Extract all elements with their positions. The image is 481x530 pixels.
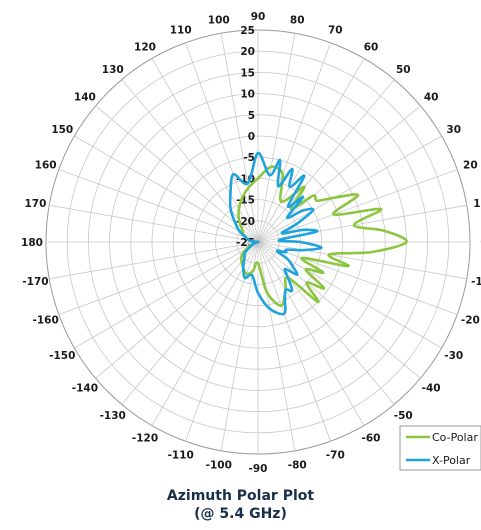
grid-spoke: [220, 33, 259, 243]
grid-spoke: [257, 241, 365, 426]
angle-tick-label: -30: [444, 350, 463, 362]
angle-tick-label: -10: [471, 276, 481, 288]
angle-tick-label: 90: [251, 11, 266, 23]
angle-tick-label: 10: [473, 198, 481, 210]
series-line-x-polar: [228, 151, 323, 316]
angle-tick-label: -140: [72, 382, 98, 394]
angle-tick-label: 110: [170, 25, 192, 37]
angle-tick-label: 140: [74, 92, 96, 104]
grid-spoke: [257, 58, 365, 243]
grid-spoke: [257, 79, 395, 243]
angle-tick-label: -160: [32, 314, 58, 326]
grid-spoke: [121, 241, 259, 405]
grid-spoke: [151, 58, 259, 243]
grid-spoke: [58, 169, 259, 243]
radial-tick-label: 25: [240, 25, 255, 37]
angle-tick-label: 100: [208, 14, 230, 26]
grid-spoke: [257, 33, 296, 243]
angle-tick-label: -120: [132, 433, 158, 445]
grid-spoke: [257, 241, 296, 451]
angle-tick-label: -20: [461, 314, 480, 326]
angle-tick-label: -90: [249, 463, 268, 475]
radial-tick-label: 20: [240, 46, 255, 58]
angle-tick-label: 120: [134, 41, 156, 53]
chart-title: Azimuth Polar Plot: [166, 488, 315, 504]
grid-spoke: [257, 241, 458, 315]
polar-grid: [45, 29, 471, 455]
grid-spoke: [257, 105, 421, 243]
radial-tick-label: 10: [240, 89, 255, 101]
legend-box: [399, 425, 481, 471]
grid-spoke: [95, 105, 259, 243]
legend-label-x-polar: X-Polar: [432, 454, 471, 467]
grid-spoke: [185, 241, 259, 442]
angle-tick-label: 60: [364, 41, 379, 53]
angle-tick-label: -40: [422, 382, 441, 394]
grid-spoke: [95, 241, 259, 379]
grid-spoke: [58, 241, 259, 315]
grid-spoke: [257, 169, 458, 243]
angle-tick-label: -60: [362, 433, 381, 445]
series-line-co-polar: [237, 165, 408, 307]
legend: Co-Polar X-Polar: [399, 425, 481, 471]
grid-spoke: [121, 79, 259, 243]
angle-tick-label: 160: [35, 160, 57, 172]
angle-tick-label: 70: [328, 25, 343, 37]
angle-tick-label: 150: [51, 124, 73, 136]
angle-tick-label: -70: [326, 449, 345, 461]
grid-spoke: [257, 241, 331, 442]
angle-tick-label: -150: [49, 350, 75, 362]
angle-tick-label: 180: [21, 237, 43, 249]
angle-tick-labels: 9080706050403020100-10-20-30-40-50-60-70…: [21, 11, 481, 475]
legend-label-co-polar: Co-Polar: [432, 431, 478, 444]
angle-tick-label: -80: [288, 460, 307, 472]
angle-tick-label: 170: [24, 198, 46, 210]
grid-spoke: [74, 135, 259, 243]
grid-spoke: [257, 241, 421, 379]
angle-tick-label: -130: [100, 410, 126, 422]
grid-spoke: [257, 241, 395, 405]
grid-spoke: [257, 241, 467, 280]
angle-tick-label: 40: [424, 92, 439, 104]
angle-tick-label: 30: [446, 124, 461, 136]
angle-tick-label: 80: [290, 14, 305, 26]
grid-spoke: [257, 135, 442, 243]
radial-tick-label: -5: [243, 152, 255, 164]
grid-spoke: [74, 241, 259, 349]
angle-tick-label: -50: [394, 410, 413, 422]
angle-tick-label: -100: [206, 460, 232, 472]
radial-tick-label: 0: [248, 131, 255, 143]
chart-subtitle: (@ 5.4 GHz): [194, 506, 287, 522]
angle-tick-label: -110: [168, 449, 194, 461]
grid-spoke: [185, 42, 259, 243]
radial-tick-label: 5: [248, 110, 255, 122]
angle-tick-label: 130: [102, 64, 124, 76]
angle-tick-label: 50: [396, 64, 411, 76]
grid-spoke: [49, 204, 259, 243]
radial-tick-label: 15: [240, 67, 255, 79]
grid-spoke: [49, 241, 259, 280]
angle-tick-label: -170: [22, 276, 48, 288]
grid-spoke: [257, 42, 331, 243]
series-layer: [228, 151, 408, 316]
grid-spoke: [151, 241, 259, 426]
angle-tick-label: 20: [463, 160, 478, 172]
polar-chart: 9080706050403020100-10-20-30-40-50-60-70…: [21, 11, 481, 475]
